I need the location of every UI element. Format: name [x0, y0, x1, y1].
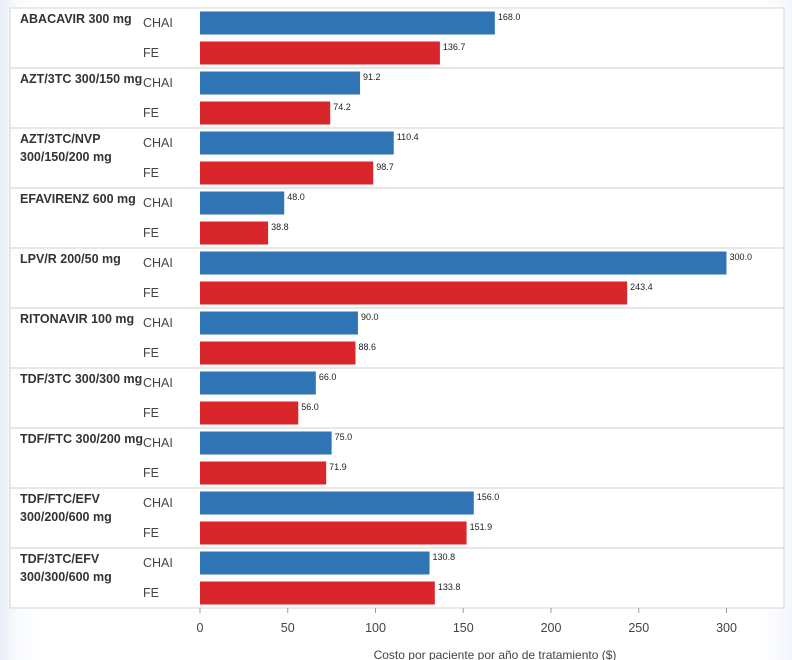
bar-fe: [200, 221, 269, 245]
category-label: TDF/FTC/EFV: [20, 492, 101, 506]
x-tick-label: 200: [541, 621, 562, 635]
series-label: FE: [143, 226, 159, 240]
category-label: AZT/3TC 300/150 mg: [20, 72, 142, 86]
series-label: FE: [143, 286, 159, 300]
category-label: AZT/3TC/NVP: [20, 132, 101, 146]
bar-fe: [200, 341, 356, 365]
value-label: 243.4: [630, 282, 653, 292]
category-label: TDF/3TC 300/300 mg: [20, 372, 142, 386]
category-label: RITONAVIR 100 mg: [20, 312, 134, 326]
value-label: 168.0: [498, 12, 521, 22]
bar-fe: [200, 161, 374, 185]
bar-chai: [200, 431, 332, 455]
value-label: 98.7: [376, 162, 394, 172]
value-label: 133.8: [438, 582, 461, 592]
category-label: TDF/FTC 300/200 mg: [20, 432, 143, 446]
bar-chai: [200, 551, 430, 575]
series-label: CHAI: [143, 256, 173, 270]
series-label: FE: [143, 46, 159, 60]
x-tick-label: 50: [281, 621, 295, 635]
series-label: FE: [143, 586, 159, 600]
series-label: CHAI: [143, 436, 173, 450]
x-tick-label: 100: [365, 621, 386, 635]
value-label: 48.0: [287, 192, 305, 202]
series-label: FE: [143, 526, 159, 540]
series-label: CHAI: [143, 376, 173, 390]
series-label: FE: [143, 406, 159, 420]
x-axis: 0 50 100 150 200 250 300: [197, 608, 737, 635]
x-tick-label: 300: [716, 621, 737, 635]
series-label: CHAI: [143, 76, 173, 90]
bar-chai: [200, 11, 495, 35]
value-label: 66.0: [319, 372, 337, 382]
value-label: 91.2: [363, 72, 381, 82]
category-label: ABACAVIR 300 mg: [20, 12, 132, 26]
category-label: 300/300/600 mg: [20, 570, 112, 584]
value-label: 156.0: [477, 492, 500, 502]
category-label: TDF/3TC/EFV: [20, 552, 100, 566]
series-label: FE: [143, 106, 159, 120]
series-label: CHAI: [143, 556, 173, 570]
bar-fe: [200, 101, 331, 125]
bar-fe: [200, 401, 299, 425]
bars: 168.0 136.7 91.2 74.2 110.4 98.7 48.0 38.8 300.0…: [200, 11, 753, 605]
value-label: 75.0: [335, 432, 353, 442]
series-label: CHAI: [143, 496, 173, 510]
series-label: FE: [143, 346, 159, 360]
bar-fe: [200, 281, 628, 305]
category-label: LPV/R 200/50 mg: [20, 252, 121, 266]
series-label: FE: [143, 466, 159, 480]
bar-chai: [200, 371, 316, 395]
bar-chai: [200, 191, 285, 215]
value-label: 71.9: [329, 462, 347, 472]
plot-frame: [9, 7, 785, 609]
bar-fe: [200, 461, 327, 485]
x-axis-title: Costo por paciente por año de tratamient…: [374, 648, 617, 660]
series-label: CHAI: [143, 316, 173, 330]
value-label: 110.4: [397, 132, 419, 142]
series-label: CHAI: [143, 196, 173, 210]
value-label: 88.6: [358, 342, 376, 352]
value-label: 90.0: [361, 312, 379, 322]
value-label: 151.9: [470, 522, 493, 532]
value-label: 56.0: [301, 402, 319, 412]
bar-chai: [200, 131, 394, 155]
series-label: FE: [143, 166, 159, 180]
x-tick-label: 0: [197, 621, 204, 635]
category-label: 300/150/200 mg: [20, 150, 112, 164]
series-label: CHAI: [143, 136, 173, 150]
x-tick-label: 250: [628, 621, 649, 635]
value-label: 136.7: [443, 42, 466, 52]
bar-chai: [200, 311, 358, 335]
bar-fe: [200, 581, 435, 605]
bar-fe: [200, 41, 440, 65]
series-label: CHAI: [143, 16, 173, 30]
bar-chai: [200, 251, 727, 275]
value-label: 130.8: [433, 552, 456, 562]
category-label: 300/200/600 mg: [20, 510, 112, 524]
value-label: 300.0: [730, 252, 753, 262]
category-label: EFAVIRENZ 600 mg: [20, 192, 136, 206]
bar-chai: [200, 491, 474, 515]
value-label: 38.8: [271, 222, 289, 232]
bar-fe: [200, 521, 467, 545]
value-label: 74.2: [333, 102, 351, 112]
x-tick-label: 150: [453, 621, 474, 635]
bar-chai: [200, 71, 361, 95]
